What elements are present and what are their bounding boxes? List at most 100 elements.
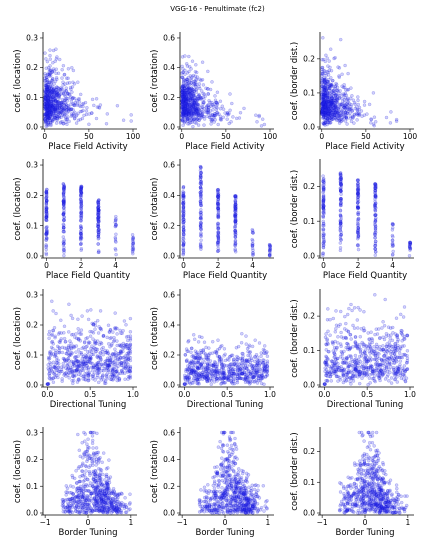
scatter-point xyxy=(336,335,340,339)
scatter-point xyxy=(373,247,377,251)
scatter-point xyxy=(51,107,55,111)
scatter-point xyxy=(48,110,52,114)
scatter-point xyxy=(335,88,340,93)
scatter-point xyxy=(214,107,219,112)
scatter-point xyxy=(265,370,270,374)
scatter-point xyxy=(357,108,361,112)
scatter-point xyxy=(213,360,217,364)
scatter-point xyxy=(48,113,53,117)
scatter-point xyxy=(193,363,197,367)
scatter-point xyxy=(199,210,203,214)
scatter-point xyxy=(111,352,115,356)
scatter-point xyxy=(197,82,202,86)
scatter-point xyxy=(267,244,272,248)
scatter-point xyxy=(114,252,118,257)
x-axis-label: Directional Tuning xyxy=(50,400,127,410)
scatter-point xyxy=(76,354,80,358)
scatter-point xyxy=(47,107,52,111)
scatter-point xyxy=(183,90,187,95)
scatter-point xyxy=(51,347,55,351)
scatter-point xyxy=(99,378,103,382)
scatter-point xyxy=(45,59,50,64)
scatter-point xyxy=(88,355,93,359)
scatter-point xyxy=(265,361,270,365)
scatter-point xyxy=(113,354,118,358)
scatter-point xyxy=(53,334,57,338)
scatter-point xyxy=(96,201,101,205)
scatter-point xyxy=(347,306,351,311)
scatter-point xyxy=(329,47,333,51)
scatter-point xyxy=(206,69,210,74)
scatter-point xyxy=(384,115,389,120)
scatter-point xyxy=(368,373,372,377)
scatter-point xyxy=(50,119,55,124)
scatter-point xyxy=(54,95,58,100)
scatter-point xyxy=(120,369,124,373)
scatter-point xyxy=(231,364,235,369)
scatter-point xyxy=(206,364,210,368)
scatter-point xyxy=(244,342,248,346)
scatter-point xyxy=(96,331,101,335)
scatter-point xyxy=(113,235,117,240)
scatter-point xyxy=(240,332,244,336)
scatter-point xyxy=(259,124,264,128)
scatter-point xyxy=(325,79,330,84)
scatter-point xyxy=(62,107,66,111)
scatter-point xyxy=(326,64,330,68)
scatter-point xyxy=(75,102,79,106)
scatter-point xyxy=(340,72,344,76)
scatter-point xyxy=(45,80,49,84)
scatter-point xyxy=(44,66,48,70)
scatter-point xyxy=(83,372,87,376)
scatter-point xyxy=(373,236,377,240)
y-tick-label: 0.0 xyxy=(303,123,315,132)
x-tick-label: 4 xyxy=(113,261,118,270)
scatter-point xyxy=(58,121,63,125)
scatter-point xyxy=(56,107,60,112)
scatter-point xyxy=(338,241,342,245)
scatter-point xyxy=(195,113,199,117)
scatter-point xyxy=(110,342,114,346)
scatter-point xyxy=(61,64,66,68)
scatter-point xyxy=(369,330,373,334)
scatter-point xyxy=(358,335,362,339)
scatter-point xyxy=(48,114,52,118)
scatter-point xyxy=(356,231,360,236)
scatter-point xyxy=(408,246,413,251)
scatter-point xyxy=(79,185,84,189)
scatter-point xyxy=(246,369,250,374)
y-axis-label: coef. (border dist.) xyxy=(290,170,300,249)
scatter-point xyxy=(65,117,70,121)
scatter-point xyxy=(67,302,71,306)
scatter-point xyxy=(62,103,67,107)
scatter-point xyxy=(216,374,220,379)
scatter-point xyxy=(227,358,231,362)
scatter-point xyxy=(378,344,382,349)
scatter-point xyxy=(362,310,366,314)
scatter-point xyxy=(210,119,214,123)
scatter-point xyxy=(348,360,352,365)
scatter-point xyxy=(51,113,55,118)
scatter-point xyxy=(45,218,49,223)
scatter-point xyxy=(56,365,60,370)
scatter-point xyxy=(339,192,343,196)
scatter-point xyxy=(51,76,55,81)
y-tick-label: 0.1 xyxy=(26,221,38,230)
scatter-point xyxy=(221,376,226,381)
scatter-point xyxy=(73,358,78,363)
scatter-point xyxy=(46,99,51,103)
scatter-point xyxy=(109,363,113,367)
scatter-point xyxy=(182,229,186,233)
scatter-point xyxy=(59,109,63,113)
scatter-point xyxy=(348,111,352,115)
scatter-point xyxy=(263,344,267,348)
x-tick-label: 0 xyxy=(181,261,186,270)
x-tick-label: 50 xyxy=(84,132,94,141)
y-axis-label: coef. (location) xyxy=(13,49,23,112)
scatter-point xyxy=(254,363,259,368)
y-tick-label: 0.2 xyxy=(163,351,175,360)
scatter-point xyxy=(92,103,96,108)
scatter-point xyxy=(77,96,81,101)
scatter-point xyxy=(44,243,48,247)
scatter-point xyxy=(115,375,119,379)
